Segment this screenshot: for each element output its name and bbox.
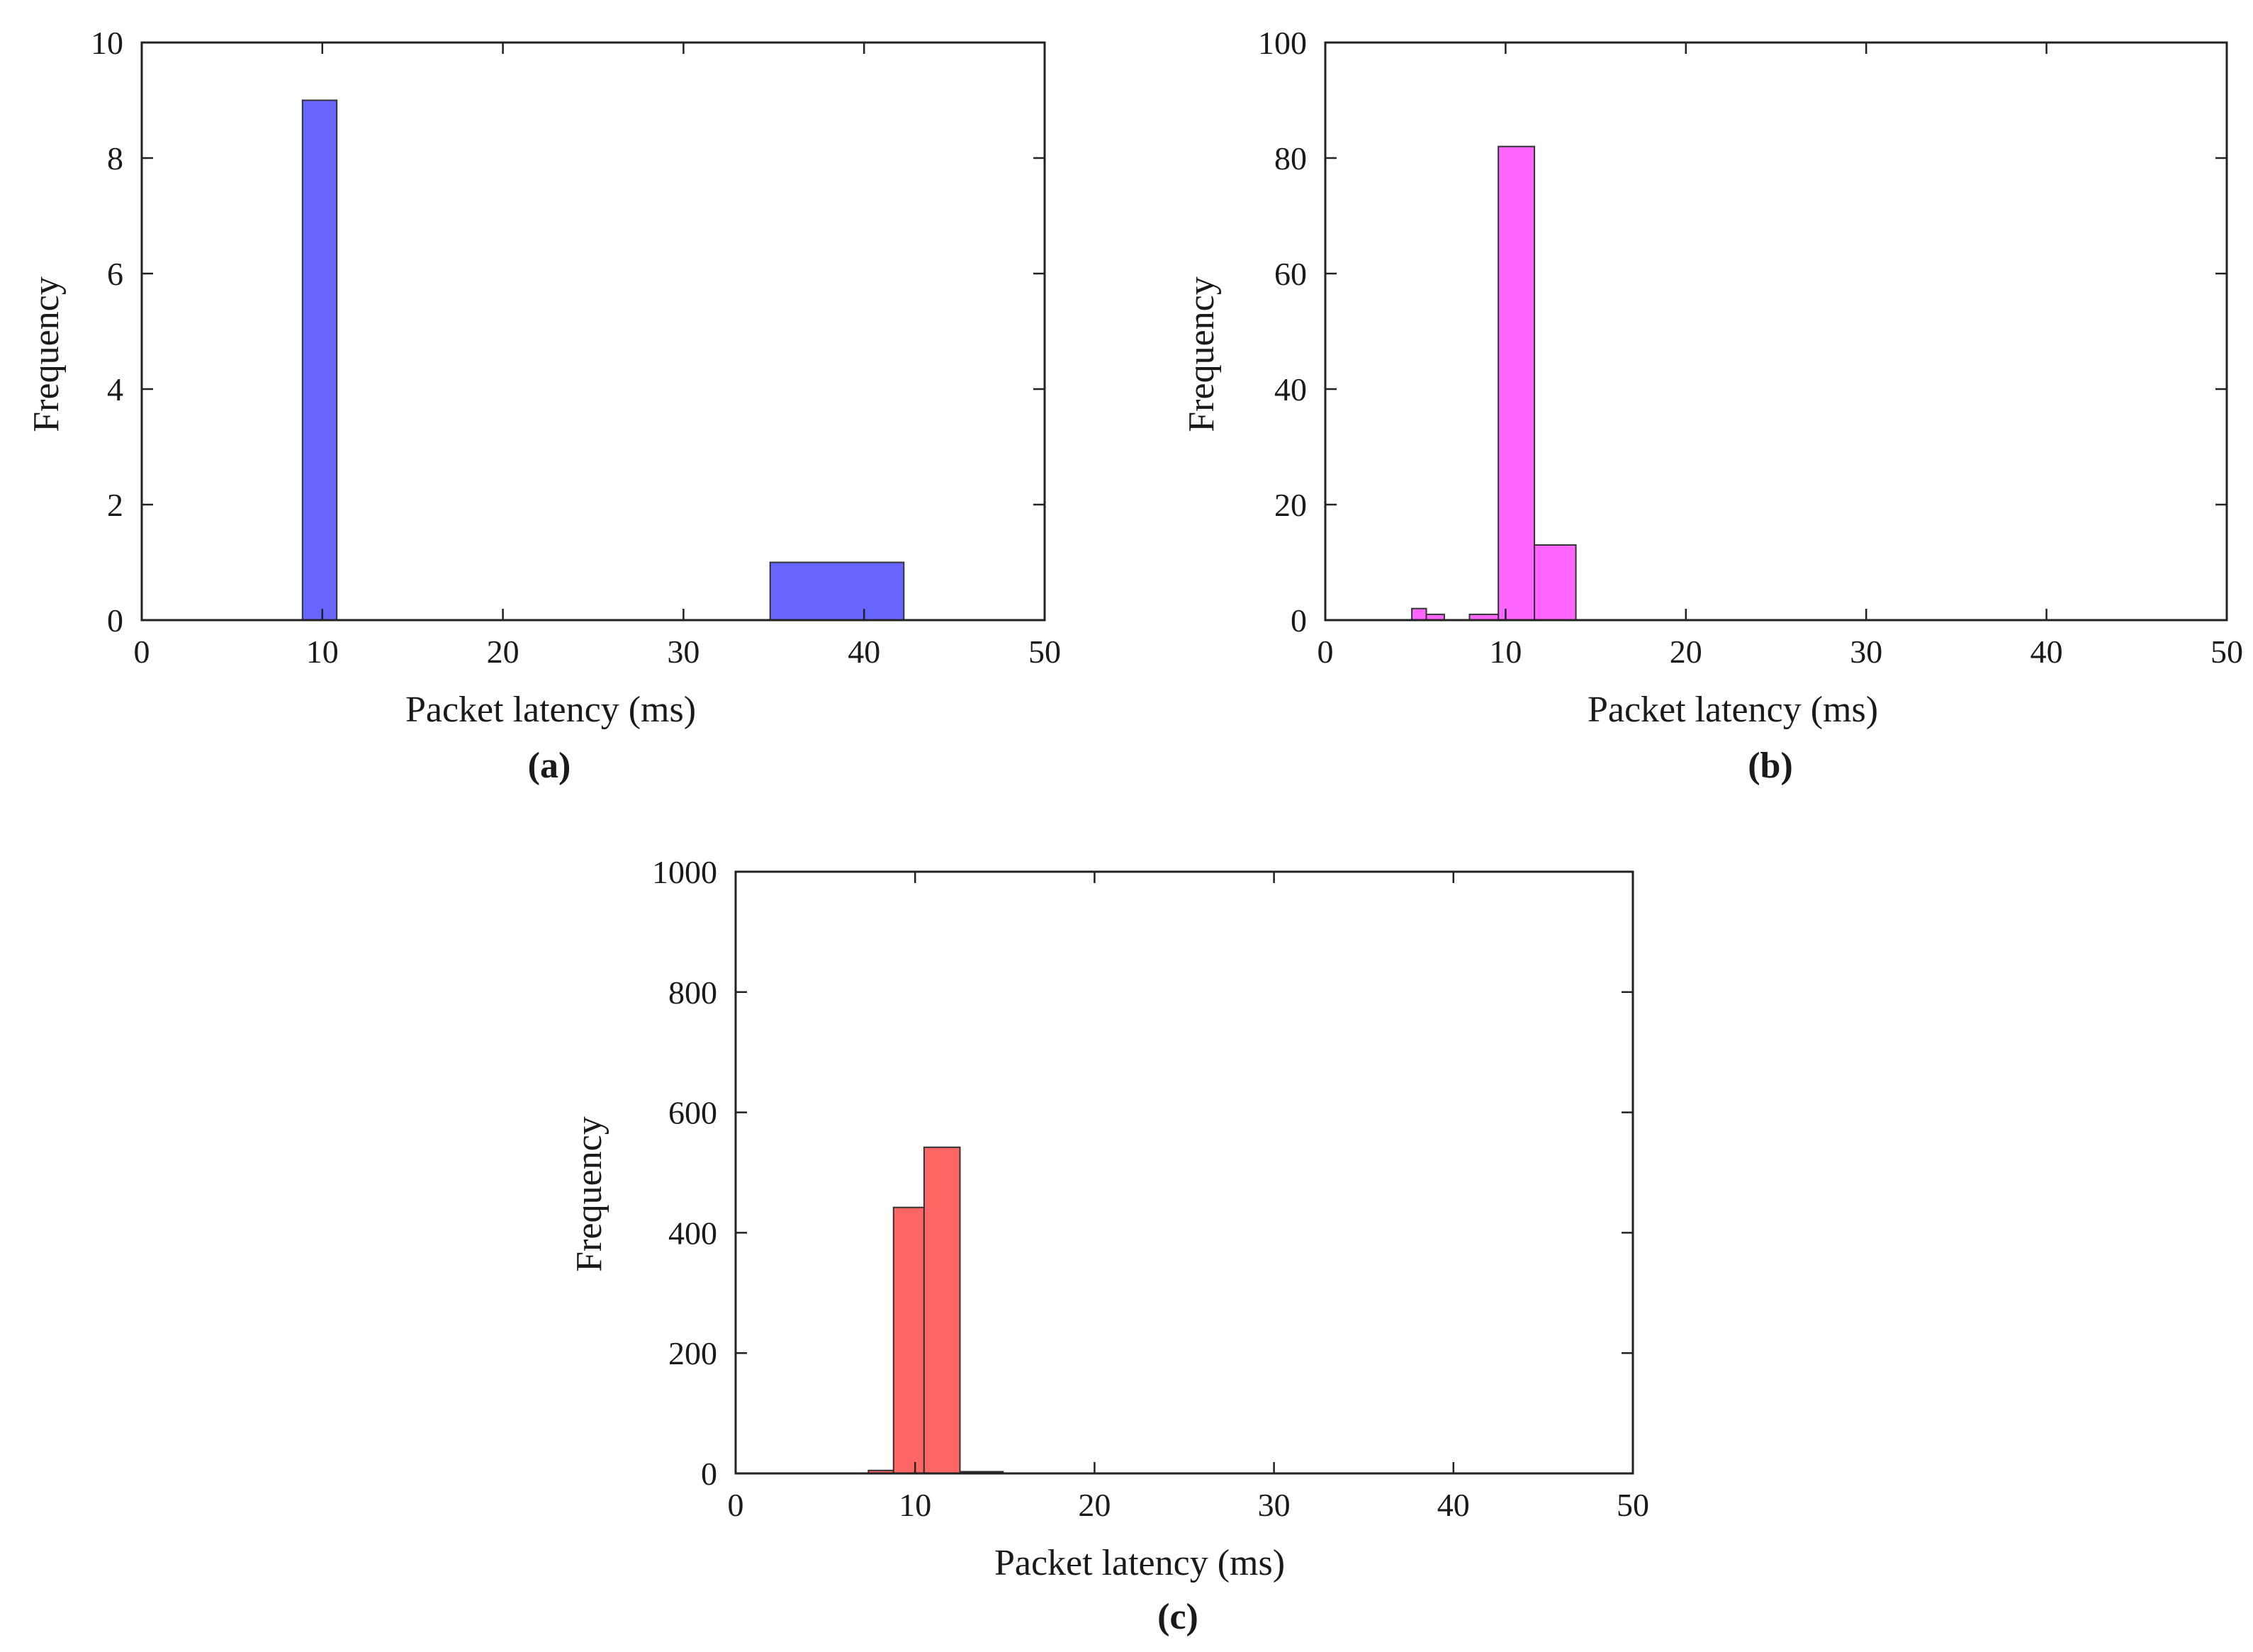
panel-c-x-tick-label: 30	[1258, 1487, 1291, 1523]
panel-c-bar-2	[923, 1146, 961, 1475]
panel-b-bar-3	[1498, 145, 1536, 621]
panel-b-y-tick-label: 40	[1274, 371, 1307, 408]
panel-b-x-axis-title: Packet latency (ms)	[1588, 690, 1878, 730]
panel-a: 0 10 20 30 40 50 0 2 4 6 8 10 Frequency Packet late…	[26, 25, 1061, 786]
panel-c-x-axis-title: Packet latency (ms)	[994, 1543, 1285, 1583]
panel-c-bars	[867, 1146, 1004, 1475]
panel-b-ticks: 0 10 20 30 40 50 0 20 40 60 80 100	[1258, 25, 2243, 670]
panel-a-ticks: 0 10 20 30 40 50 0 2 4 6 8 10	[91, 25, 1061, 670]
panel-a-bar-1	[769, 561, 905, 621]
panel-b-x-tick-label: 30	[1850, 634, 1882, 670]
panel-a-x-axis-title: Packet latency (ms)	[405, 690, 696, 730]
panel-b-x-tick-label: 10	[1489, 634, 1522, 670]
panel-c-x-tick-label: 20	[1078, 1487, 1111, 1523]
panel-c-y-tick-label: 400	[668, 1215, 717, 1251]
panel-c-plot-frame	[734, 870, 1634, 1475]
panel-b-x-tick-label: 20	[1670, 634, 1702, 670]
panel-b-x-tick-label: 40	[2030, 634, 2063, 670]
panel-b-y-tick-label: 100	[1258, 25, 1307, 61]
panel-a-bar-0	[301, 99, 338, 621]
panel-a-bars	[301, 99, 905, 621]
panel-b-x-tick-label: 0	[1317, 634, 1334, 670]
panel-a-x-tick-label: 50	[1028, 634, 1061, 670]
panel-a-caption: (a)	[528, 746, 571, 786]
panel-b-caption: (b)	[1748, 746, 1793, 786]
panel-a-y-tick-label: 6	[107, 256, 123, 292]
panel-c-x-tick-label: 10	[899, 1487, 931, 1523]
panel-a-y-tick-label: 8	[107, 140, 123, 176]
panel-a-y-tick-label: 10	[91, 25, 123, 61]
panel-b-x-tick-label: 50	[2210, 634, 2243, 670]
panel-c: 0 10 20 30 40 50 0 200 400 600 800 1000 Frequency P…	[569, 854, 1649, 1637]
panel-c-x-tick-label: 50	[1617, 1487, 1649, 1523]
panel-a-x-tick-label: 10	[306, 634, 339, 670]
panel-b-y-tick-label: 0	[1291, 602, 1307, 639]
panel-b-y-axis-title: Frequency	[1181, 276, 1222, 432]
panel-a-y-axis-title: Frequency	[26, 276, 67, 432]
panel-c-y-axis-title: Frequency	[569, 1116, 609, 1271]
panel-b-y-tick-label: 60	[1274, 256, 1307, 292]
panel-c-y-tick-label: 600	[668, 1095, 717, 1131]
panel-a-y-tick-label: 2	[107, 487, 123, 523]
panel-a-x-tick-label: 0	[134, 634, 150, 670]
panel-c-y-tick-label: 1000	[652, 854, 717, 890]
panel-b-bar-0	[1411, 607, 1427, 622]
panel-a-plot-frame	[140, 41, 1046, 622]
panel-c-x-tick-label: 40	[1437, 1487, 1470, 1523]
panel-c-bar-1	[892, 1206, 925, 1474]
panel-c-ticks: 0 10 20 30 40 50 0 200 400 600 800 1000	[652, 854, 1649, 1523]
panel-a-y-tick-label: 4	[107, 371, 123, 408]
panel-b: 0 10 20 30 40 50 0 20 40 60 80 100 Frequency Packet…	[1181, 25, 2243, 786]
panel-a-x-tick-label: 40	[848, 634, 880, 670]
panel-a-x-tick-label: 30	[667, 634, 700, 670]
panel-b-y-tick-label: 20	[1274, 487, 1307, 523]
panel-b-bars	[1411, 145, 1577, 622]
panel-c-y-tick-label: 800	[668, 974, 717, 1011]
panel-c-x-tick-label: 0	[728, 1487, 744, 1523]
panel-a-y-tick-label: 0	[107, 602, 123, 639]
panel-c-caption: (c)	[1157, 1597, 1198, 1637]
panel-b-y-tick-label: 80	[1274, 140, 1307, 176]
panel-a-x-tick-label: 20	[487, 634, 519, 670]
panel-c-y-tick-label: 0	[701, 1456, 717, 1492]
panel-c-y-tick-label: 200	[668, 1335, 717, 1371]
panel-b-plot-frame	[1324, 41, 2228, 622]
panel-b-bar-4	[1534, 544, 1577, 621]
